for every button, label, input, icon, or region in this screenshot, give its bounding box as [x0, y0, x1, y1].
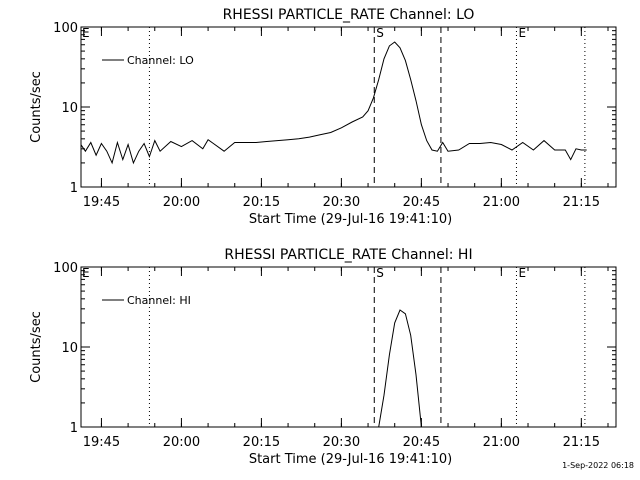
y-axis-label: Counts/sec	[29, 71, 44, 143]
marker-label: S	[376, 266, 384, 280]
chart-panel-2: RHESSI PARTICLE_RATE Channel: HI 1 10 100 Co…	[29, 247, 617, 467]
chart-title: RHESSI PARTICLE_RATE Channel: LO	[223, 7, 475, 23]
marker-label: E	[518, 266, 526, 280]
series-line-1	[81, 41, 587, 165]
y-tick-label: 10	[61, 101, 78, 116]
marker-label: E	[518, 26, 526, 40]
x-tick-label: 20:15	[243, 195, 280, 210]
marker-label: S	[376, 26, 384, 40]
y-tick-label: 1	[70, 421, 78, 436]
legend-label: Channel: LO	[127, 54, 194, 67]
chart-title: RHESSI PARTICLE_RATE Channel: HI	[224, 247, 472, 263]
series-line-1	[378, 309, 422, 427]
x-tick-label: 21:00	[483, 195, 520, 210]
x-tick-label: 19:45	[83, 435, 120, 450]
x-tick-label: 21:15	[563, 195, 600, 210]
y-tick-label: 1	[70, 181, 78, 196]
x-tick-label: 19:45	[83, 195, 120, 210]
x-tick-label: 20:45	[403, 435, 440, 450]
y-tick-label: 100	[53, 261, 78, 276]
x-tick-label: 20:45	[403, 195, 440, 210]
plot-frame	[80, 266, 617, 428]
x-tick-label: 20:00	[163, 195, 200, 210]
plot-frame	[80, 26, 617, 188]
marker-label: E	[82, 266, 90, 280]
x-tick-label: 20:30	[323, 435, 360, 450]
y-axis-label: Counts/sec	[29, 311, 44, 383]
x-tick-label: 20:00	[163, 435, 200, 450]
datestamp: 1-Sep-2022 06:18	[562, 461, 634, 470]
legend-label: Channel: HI	[127, 294, 191, 307]
marker-label: E	[82, 26, 90, 40]
x-axis-label: Start Time (29-Jul-16 19:41:10)	[249, 452, 452, 467]
x-tick-label: 21:00	[483, 435, 520, 450]
y-tick-label: 10	[61, 341, 78, 356]
x-tick-label: 20:15	[243, 435, 280, 450]
chart-panel-1: RHESSI PARTICLE_RATE Channel: LO 1 10 100 Co…	[29, 7, 617, 227]
x-tick-label: 20:30	[323, 195, 360, 210]
x-axis-label: Start Time (29-Jul-16 19:41:10)	[249, 212, 452, 227]
x-tick-label: 21:15	[563, 435, 600, 450]
y-tick-label: 100	[53, 21, 78, 36]
